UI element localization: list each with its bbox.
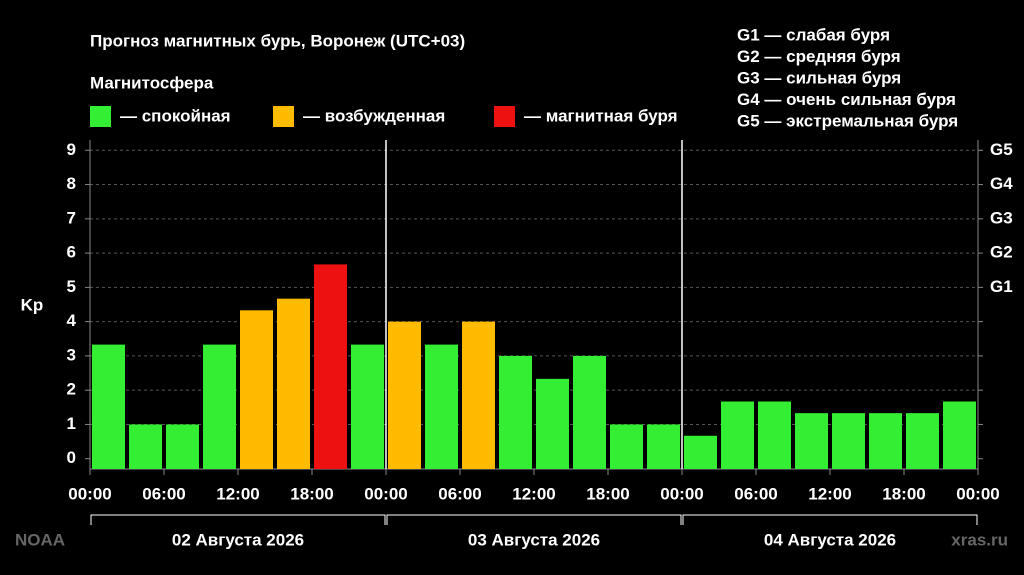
- bar: [314, 264, 347, 469]
- x-tick-label: 00:00: [68, 484, 111, 503]
- y2-tick-label: G4: [990, 174, 1013, 193]
- x-tick-label: 12:00: [808, 484, 851, 503]
- x-tick-label: 18:00: [882, 484, 925, 503]
- y-axis-label: Kp: [21, 295, 44, 314]
- g-scale-label: G5 — экстремальная буря: [737, 111, 958, 130]
- g-scale-label: G1 — слабая буря: [737, 25, 890, 44]
- bar: [129, 424, 162, 469]
- g-scale-label: G2 — средняя буря: [737, 47, 901, 66]
- x-tick-label: 00:00: [660, 484, 703, 503]
- bar: [92, 344, 125, 469]
- x-tick-label: 00:00: [364, 484, 407, 503]
- day-bracket: [386, 514, 682, 525]
- x-tick-label: 06:00: [734, 484, 777, 503]
- day-label: 03 Августа 2026: [468, 530, 600, 549]
- bar: [647, 424, 680, 469]
- x-tick-label: 06:00: [438, 484, 481, 503]
- x-tick-label: 12:00: [512, 484, 555, 503]
- x-tick-label: 12:00: [216, 484, 259, 503]
- bar: [943, 401, 976, 469]
- y-tick-label: 0: [67, 448, 76, 467]
- y-tick-label: 3: [67, 345, 76, 364]
- bar: [610, 424, 643, 469]
- bar: [351, 344, 384, 469]
- legend-swatch: [273, 106, 294, 127]
- bar: [869, 413, 902, 469]
- y-tick-label: 9: [67, 140, 76, 159]
- bar: [388, 321, 421, 469]
- y2-tick-label: G1: [990, 277, 1013, 296]
- day-label: 04 Августа 2026: [764, 530, 896, 549]
- day-bracket: [90, 514, 386, 525]
- x-tick-label: 18:00: [290, 484, 333, 503]
- bar: [906, 413, 939, 469]
- bar: [573, 355, 606, 469]
- legend-swatch: [494, 106, 515, 127]
- y-tick-label: 6: [67, 243, 76, 262]
- y-tick-label: 4: [67, 311, 77, 330]
- y2-tick-label: G2: [990, 243, 1013, 262]
- bar: [499, 355, 532, 469]
- bar: [684, 435, 717, 469]
- g-scale-label: G4 — очень сильная буря: [737, 90, 956, 109]
- bar: [536, 378, 569, 469]
- y-tick-label: 8: [67, 174, 76, 193]
- day-bracket: [682, 514, 978, 525]
- bar: [166, 424, 199, 469]
- bar: [721, 401, 754, 469]
- bar: [277, 298, 310, 469]
- day-label: 02 Августа 2026: [172, 530, 304, 549]
- bar: [758, 401, 791, 469]
- bar: [832, 413, 865, 469]
- chart-subtitle: Магнитосфера: [90, 73, 214, 92]
- bar: [203, 344, 236, 469]
- y2-tick-label: G5: [990, 140, 1013, 159]
- x-tick-label: 00:00: [956, 484, 999, 503]
- y-tick-label: 7: [67, 208, 76, 227]
- legend-label: — спокойная: [120, 106, 231, 125]
- x-tick-label: 18:00: [586, 484, 629, 503]
- x-tick-label: 06:00: [142, 484, 185, 503]
- legend-label: — магнитная буря: [524, 106, 678, 125]
- source-left: NOAA: [15, 530, 65, 549]
- bar: [795, 413, 828, 469]
- legend-swatch: [90, 106, 111, 127]
- y-tick-label: 2: [67, 380, 76, 399]
- y-tick-label: 5: [67, 277, 76, 296]
- legend-label: — возбужденная: [303, 106, 445, 125]
- bar: [425, 344, 458, 469]
- g-scale-label: G3 — сильная буря: [737, 68, 901, 87]
- source-right: xras.ru: [951, 530, 1008, 549]
- bar: [462, 321, 495, 469]
- bar: [240, 310, 273, 469]
- chart-title: Прогноз магнитных бурь, Воронеж (UTC+03): [90, 31, 465, 50]
- y2-tick-label: G3: [990, 208, 1013, 227]
- y-tick-label: 1: [67, 414, 76, 433]
